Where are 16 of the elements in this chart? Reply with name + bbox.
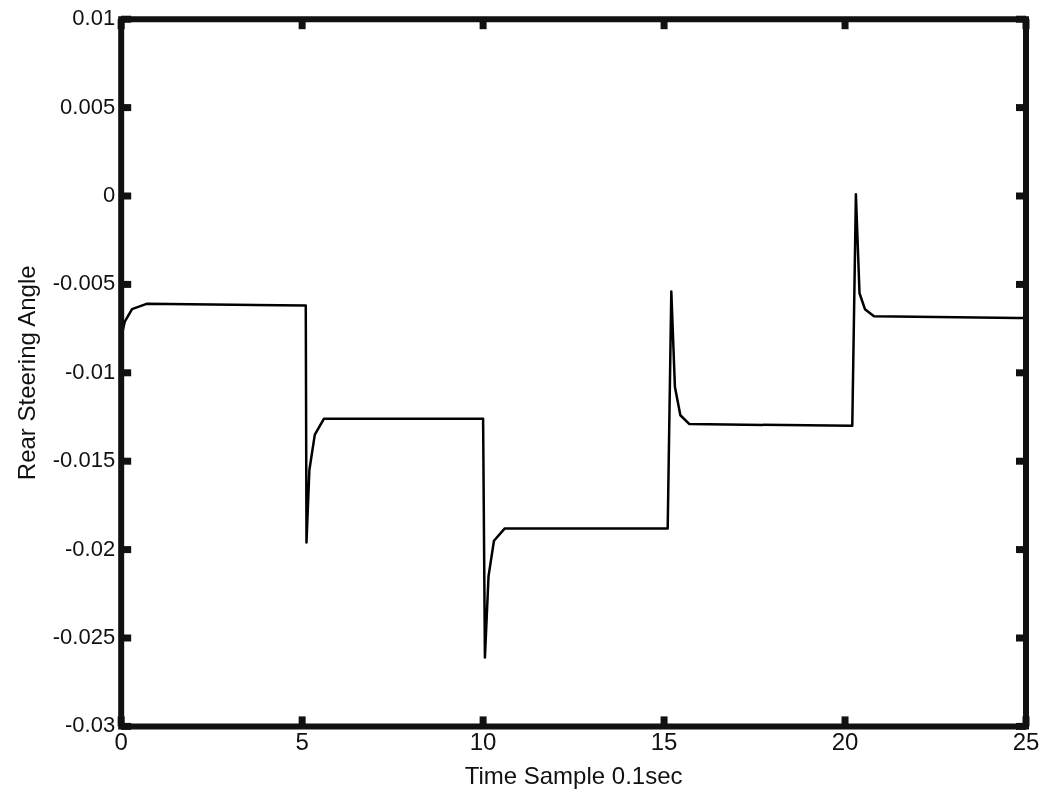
x-tick-label: 15 (650, 728, 678, 756)
y-tick-label: -0.01 (65, 358, 116, 384)
y-tick-label: -0.02 (65, 535, 116, 561)
x-tick-label: 10 (469, 728, 497, 756)
y-axis-title: Rear Steering Angle (13, 265, 41, 481)
y-tick-label: -0.005 (52, 270, 116, 296)
y-tick-label: 0 (102, 182, 116, 208)
x-tick-label: 5 (295, 728, 309, 756)
y-tick-label: -0.025 (52, 624, 116, 650)
x-tick-label: 20 (831, 728, 859, 756)
y-tick-label: -0.015 (52, 447, 116, 473)
x-tick-label: 25 (1012, 728, 1040, 756)
x-axis-title: Time Sample 0.1sec (464, 762, 683, 790)
y-tick-label: 0.005 (60, 93, 116, 119)
y-tick-label: -0.03 (65, 712, 116, 738)
y-tick-label: 0.01 (72, 5, 116, 31)
